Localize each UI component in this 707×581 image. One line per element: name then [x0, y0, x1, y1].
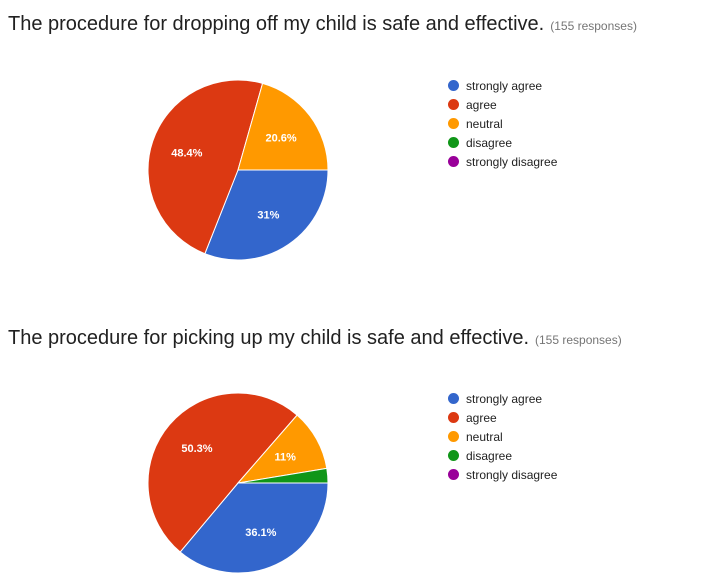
- chart-title: The procedure for picking up my child is…: [8, 327, 530, 349]
- legend-swatch: [448, 99, 459, 110]
- legend-swatch: [448, 80, 459, 91]
- pie-slice-strongly-agree: [179, 482, 329, 574]
- legend-label: disagree: [466, 135, 513, 150]
- legend-label: agree: [466, 97, 497, 112]
- pie-slice-agree: [147, 392, 298, 553]
- legend-swatch: [448, 393, 459, 404]
- legend-item-disagree: disagree: [448, 446, 557, 465]
- legend-label: neutral: [466, 429, 503, 444]
- legend-label: strongly agree: [466, 78, 543, 93]
- legend-swatch: [448, 412, 459, 423]
- legend-swatch: [448, 469, 459, 480]
- legend-item-strongly-disagree: strongly disagree: [448, 465, 557, 484]
- legend-label: strongly agree: [466, 391, 543, 406]
- pie-slice-disagree: [237, 467, 329, 484]
- question-title-dropoff: The procedure for dropping off my child …: [8, 13, 637, 36]
- slice-value-label: 20.6%: [265, 132, 296, 144]
- legend-item-strongly-agree: strongly agree: [448, 76, 557, 95]
- slice-value-label: 11%: [274, 452, 296, 464]
- response-count: (155 responses): [535, 333, 622, 347]
- legend-item-strongly-disagree: strongly disagree: [448, 152, 557, 171]
- legend-dropoff: strongly agree agree neutral disagree strong…: [448, 76, 557, 171]
- legend-label: disagree: [466, 448, 513, 463]
- legend-item-strongly-agree: strongly agree: [448, 389, 557, 408]
- legend-swatch: [448, 118, 459, 129]
- legend-label: strongly disagree: [466, 154, 558, 169]
- pie-chart-pickup: 36.1% 50.3% 11%: [147, 392, 329, 574]
- legend-swatch: [448, 431, 459, 442]
- slice-value-label: 50.3%: [181, 443, 212, 455]
- legend-label: strongly disagree: [466, 467, 558, 482]
- legend-pickup: strongly agree agree neutral disagree strong…: [448, 389, 557, 484]
- legend-item-agree: agree: [448, 95, 557, 114]
- slice-value-label: 31%: [257, 210, 279, 222]
- legend-item-disagree: disagree: [448, 133, 557, 152]
- pie-slice-neutral: [237, 82, 329, 171]
- response-count: (155 responses): [550, 19, 637, 33]
- pie-slice-strongly-agree: [204, 169, 329, 261]
- slice-value-label: 36.1%: [245, 527, 276, 539]
- legend-item-neutral: neutral: [448, 427, 557, 446]
- legend-item-neutral: neutral: [448, 114, 557, 133]
- legend-swatch: [448, 137, 459, 148]
- legend-swatch: [448, 450, 459, 461]
- slice-value-label: 48.4%: [171, 148, 202, 160]
- legend-label: neutral: [466, 116, 503, 131]
- question-title-pickup: The procedure for picking up my child is…: [8, 327, 622, 350]
- pie-slice-agree: [147, 79, 264, 255]
- legend-swatch: [448, 156, 459, 167]
- chart-title: The procedure for dropping off my child …: [8, 13, 545, 35]
- legend-item-agree: agree: [448, 408, 557, 427]
- pie-chart-dropoff: 31% 48.4% 20.6%: [147, 79, 329, 261]
- legend-label: agree: [466, 410, 497, 425]
